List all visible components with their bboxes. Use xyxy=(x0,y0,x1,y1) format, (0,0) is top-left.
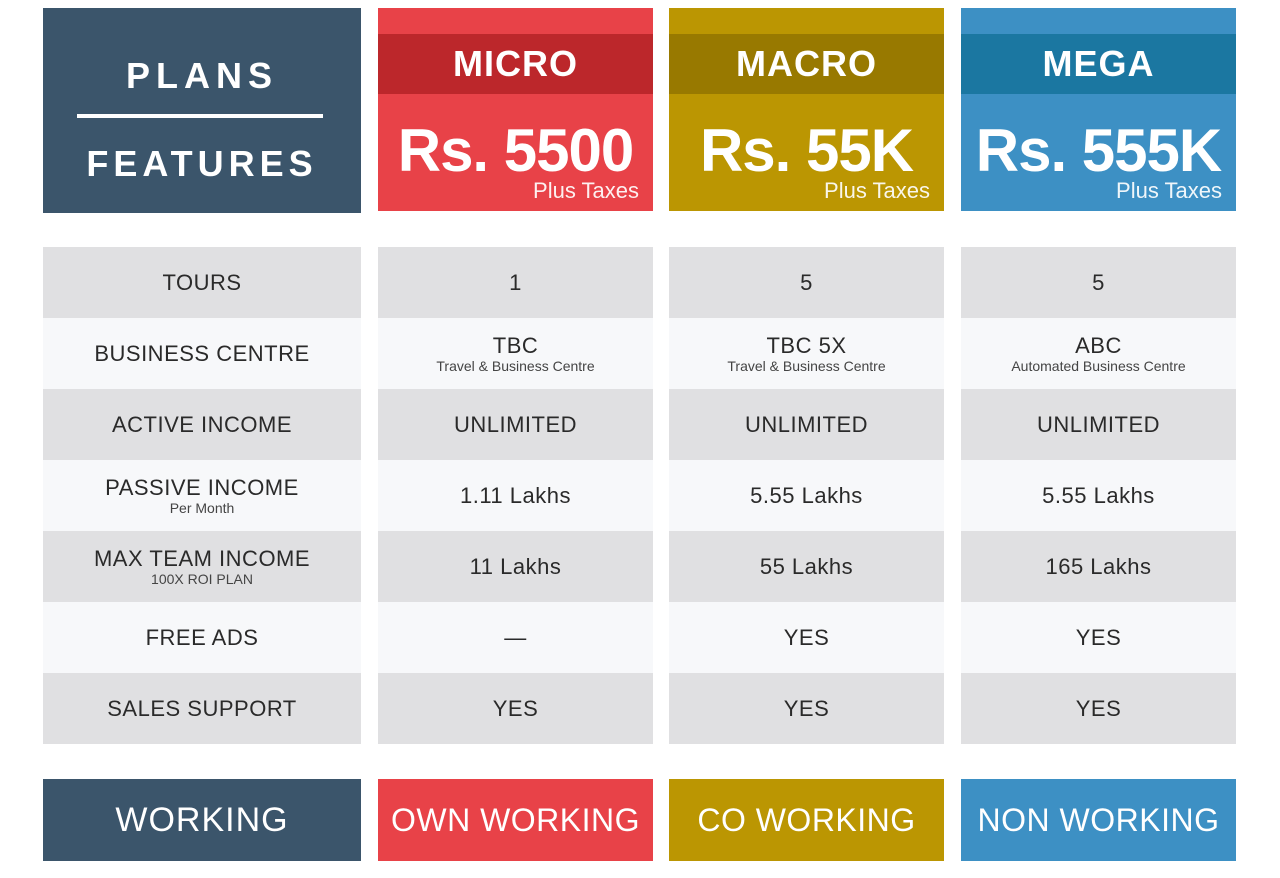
cell-value: TBC xyxy=(492,332,539,358)
plan-price-macro: Rs. 55K xyxy=(699,117,914,184)
cell-value: 1.11 Lakhs xyxy=(459,482,571,508)
feature-business-centre: BUSINESS CENTRE xyxy=(43,318,361,389)
feature-max-team-income: MAX TEAM INCOME 100X ROI PLAN xyxy=(43,531,361,602)
cell-value: 165 Lakhs xyxy=(1045,553,1152,579)
plans-features-header: PLANS FEATURES xyxy=(43,8,361,213)
plan-price-micro: Rs. 5500 xyxy=(397,117,635,184)
cell-value: 55 Lakhs xyxy=(759,553,854,579)
table-cell: 1 xyxy=(378,247,653,318)
cell-value: 5.55 Lakhs xyxy=(1042,482,1155,508)
feature-subtext: Per Month xyxy=(169,499,235,516)
plans-label: PLANS xyxy=(125,55,278,96)
feature-label: MAX TEAM INCOME xyxy=(93,545,311,571)
cell-subtext: Travel & Business Centre xyxy=(436,357,595,374)
feature-label: SALES SUPPORT xyxy=(107,695,297,721)
cell-value: YES xyxy=(1075,695,1122,721)
feature-sales-support: SALES SUPPORT xyxy=(43,673,361,744)
table-cell: 5 xyxy=(961,247,1236,318)
cell-value: 5.55 Lakhs xyxy=(750,482,863,508)
table-cell: YES xyxy=(378,673,653,744)
plan-taxes-macro: Plus Taxes xyxy=(824,178,930,203)
table-cell: YES xyxy=(961,602,1236,673)
cell-value: 5 xyxy=(1092,269,1105,295)
table-cell: ABC Automated Business Centre xyxy=(961,318,1236,389)
plan-taxes-micro: Plus Taxes xyxy=(533,178,639,203)
cell-value: ABC xyxy=(1075,332,1122,358)
plan-card-micro: MICRO Rs. 5500 Plus Taxes xyxy=(378,8,653,211)
cell-value: YES xyxy=(783,695,830,721)
plan-name-micro: MICRO xyxy=(378,34,653,94)
table-cell: 55 Lakhs xyxy=(669,531,944,602)
header-divider xyxy=(77,114,323,118)
table-cell: 165 Lakhs xyxy=(961,531,1236,602)
working-mega: NON WORKING xyxy=(961,779,1236,861)
cell-value: — xyxy=(504,624,527,650)
cell-value: UNLIMITED xyxy=(1036,411,1161,437)
plan-card-macro: MACRO Rs. 55K Plus Taxes xyxy=(669,8,944,211)
feature-subtext: 100X ROI PLAN xyxy=(151,570,253,587)
feature-passive-income: PASSIVE INCOME Per Month xyxy=(43,460,361,531)
plan-name-mega: MEGA xyxy=(961,34,1236,94)
working-label: WORKING xyxy=(43,779,361,861)
feature-label: BUSINESS CENTRE xyxy=(94,340,310,366)
table-cell: YES xyxy=(669,673,944,744)
cell-value: 11 Lakhs xyxy=(469,553,562,579)
plan-price-mega: Rs. 555K xyxy=(975,117,1222,184)
feature-label: TOURS xyxy=(162,269,242,295)
feature-active-income: ACTIVE INCOME xyxy=(43,389,361,460)
cell-value: 5 xyxy=(800,269,813,295)
table-cell: UNLIMITED xyxy=(961,389,1236,460)
table-cell: UNLIMITED xyxy=(669,389,944,460)
table-cell: TBC 5X Travel & Business Centre xyxy=(669,318,944,389)
cell-value: UNLIMITED xyxy=(744,411,869,437)
plan-card-mega: MEGA Rs. 555K Plus Taxes xyxy=(961,8,1236,211)
features-label: FEATURES xyxy=(86,143,318,184)
table-cell: UNLIMITED xyxy=(378,389,653,460)
feature-label: FREE ADS xyxy=(145,624,259,650)
cell-subtext: Automated Business Centre xyxy=(1011,357,1186,374)
table-cell: 5.55 Lakhs xyxy=(669,460,944,531)
table-cell: TBC Travel & Business Centre xyxy=(378,318,653,389)
working-macro: CO WORKING xyxy=(669,779,944,861)
cell-value: 1 xyxy=(509,269,522,295)
feature-label: ACTIVE INCOME xyxy=(111,411,293,437)
plan-name-macro: MACRO xyxy=(669,34,944,94)
plan-taxes-mega: Plus Taxes xyxy=(1116,178,1222,203)
cell-value: YES xyxy=(783,624,830,650)
cell-value: TBC 5X xyxy=(766,332,847,358)
cell-value: YES xyxy=(1075,624,1122,650)
table-cell: YES xyxy=(669,602,944,673)
feature-tours: TOURS xyxy=(43,247,361,318)
working-micro: OWN WORKING xyxy=(378,779,653,861)
table-cell: — xyxy=(378,602,653,673)
table-cell: 11 Lakhs xyxy=(378,531,653,602)
feature-label: PASSIVE INCOME xyxy=(105,474,299,500)
table-cell: 1.11 Lakhs xyxy=(378,460,653,531)
table-cell: YES xyxy=(961,673,1236,744)
table-cell: 5.55 Lakhs xyxy=(961,460,1236,531)
cell-value: UNLIMITED xyxy=(453,411,578,437)
feature-free-ads: FREE ADS xyxy=(43,602,361,673)
cell-subtext: Travel & Business Centre xyxy=(727,357,886,374)
table-cell: 5 xyxy=(669,247,944,318)
cell-value: YES xyxy=(492,695,539,721)
